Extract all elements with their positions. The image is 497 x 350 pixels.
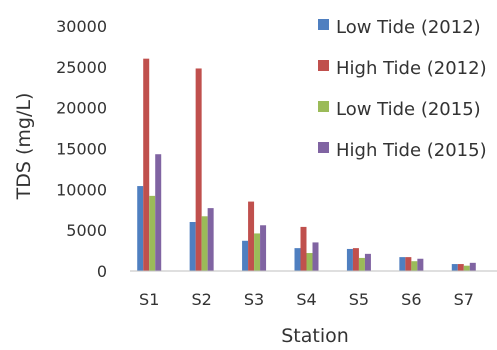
x-axis-title: Station xyxy=(281,325,349,347)
y-tick-label: 15000 xyxy=(56,140,107,159)
bar xyxy=(352,248,359,271)
y-axis-title: TDS (mg/L) xyxy=(13,93,35,201)
bar xyxy=(248,201,255,271)
x-axis-ticks: S1 S2 S3 S4 S5 S6 S7 xyxy=(139,290,474,309)
y-tick-label: 5000 xyxy=(66,221,107,240)
bar xyxy=(364,253,371,271)
bar xyxy=(457,264,464,271)
legend-swatch xyxy=(318,19,329,30)
bar xyxy=(463,265,470,271)
bar xyxy=(469,262,476,271)
bar xyxy=(312,242,319,271)
bar-marks xyxy=(137,58,476,271)
legend-label: High Tide (2012) xyxy=(336,58,487,79)
y-tick-label: 0 xyxy=(97,262,107,281)
legend-label: Low Tide (2015) xyxy=(336,99,481,120)
y-axis-ticks: 0 5000 10000 15000 20000 25000 30000 xyxy=(56,17,107,281)
legend: Low Tide (2012) High Tide (2012) Low Tide … xyxy=(318,17,487,161)
x-tick-label: S6 xyxy=(401,290,421,309)
x-tick-label: S4 xyxy=(296,290,316,309)
bar xyxy=(242,240,249,271)
x-tick-label: S7 xyxy=(454,290,474,309)
bar xyxy=(346,248,353,271)
bar xyxy=(399,257,406,271)
legend-swatch xyxy=(318,101,329,112)
legend-swatch xyxy=(318,142,329,153)
bar xyxy=(260,225,267,271)
bar xyxy=(306,253,313,271)
legend-label: High Tide (2015) xyxy=(336,140,487,161)
x-tick-label: S2 xyxy=(191,290,211,309)
y-tick-label: 20000 xyxy=(56,99,107,118)
bar xyxy=(254,233,261,271)
bar xyxy=(207,208,214,271)
bar xyxy=(155,154,162,271)
y-tick-label: 25000 xyxy=(56,58,107,77)
bar xyxy=(411,261,418,271)
bar xyxy=(300,226,307,271)
bar xyxy=(143,58,150,271)
bar xyxy=(201,216,208,271)
bar xyxy=(137,186,144,271)
bar xyxy=(405,257,412,271)
bar xyxy=(189,222,196,271)
bar xyxy=(451,264,458,271)
bar xyxy=(358,257,365,271)
legend-swatch xyxy=(318,60,329,71)
bar xyxy=(149,195,156,271)
x-tick-label: S5 xyxy=(349,290,369,309)
legend-label: Low Tide (2012) xyxy=(336,17,481,38)
y-tick-label: 10000 xyxy=(56,180,107,199)
bar xyxy=(294,248,301,271)
x-tick-label: S1 xyxy=(139,290,159,309)
y-tick-label: 30000 xyxy=(56,17,107,36)
bar xyxy=(195,68,202,271)
x-tick-label: S3 xyxy=(244,290,264,309)
bar xyxy=(417,258,424,271)
